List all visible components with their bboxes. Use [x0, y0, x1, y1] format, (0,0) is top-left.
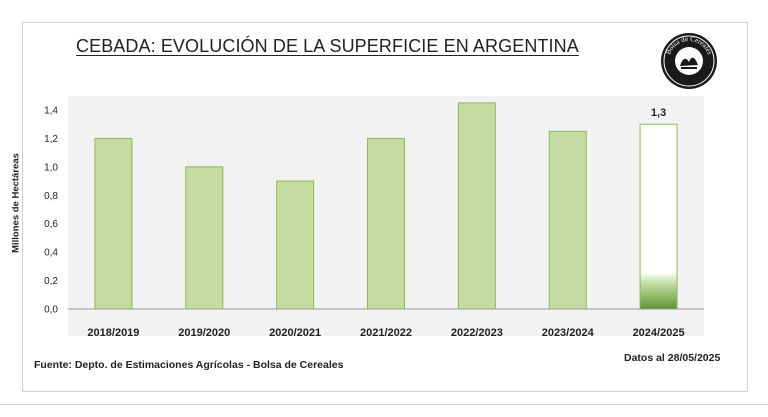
- y-tick-label: 0,8: [44, 191, 58, 202]
- bar: [276, 180, 315, 310]
- y-tick-label: 0,6: [44, 219, 58, 230]
- data-label: 1,3: [651, 107, 666, 119]
- x-tick-label: 2023/2024: [542, 327, 595, 339]
- x-tick-label: 2022/2023: [451, 327, 503, 339]
- x-tick-label: 2021/2022: [360, 327, 412, 339]
- bar: [367, 137, 405, 310]
- x-tick-label: 2018/2019: [87, 327, 139, 339]
- y-tick-label: 1,2: [44, 134, 58, 145]
- y-tick-label: 1,0: [44, 162, 58, 173]
- y-tick-label: 0,0: [44, 305, 58, 316]
- bar: [94, 137, 133, 310]
- x-tick-label: 2019/2020: [178, 327, 230, 339]
- chart-title: CEBADA: EVOLUCIÓN DE LA SUPERFICIE EN AR…: [76, 36, 579, 56]
- x-tick-label: 2020/2021: [269, 327, 321, 339]
- y-axis-label: Millones de Hectáreas: [10, 153, 22, 253]
- y-tick-label: 1,4: [44, 106, 58, 117]
- y-tick-label: 0,4: [44, 248, 58, 259]
- bar: [548, 130, 587, 310]
- x-tick-label: 2024/2025: [633, 327, 685, 339]
- bar: [639, 123, 678, 310]
- bar: [457, 102, 496, 310]
- bar: [185, 166, 224, 310]
- y-tick-label: 0,2: [44, 276, 58, 287]
- source-note: Fuente: Depto. de Estimaciones Agrícolas…: [34, 359, 344, 371]
- date-note: Datos al 28/05/2025: [624, 352, 721, 364]
- divider: [0, 404, 768, 405]
- bolsa-de-cereales-logo: Bolsa de Cereales: [661, 33, 717, 89]
